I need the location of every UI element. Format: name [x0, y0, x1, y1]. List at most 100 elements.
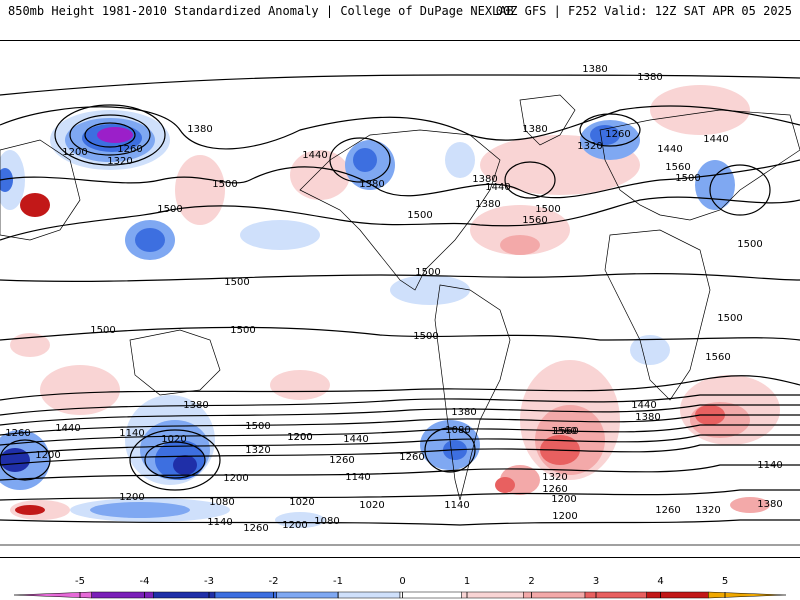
contour-label: 1440 — [302, 150, 327, 161]
closed-low-contour — [329, 137, 391, 183]
contour-label: 1500 — [90, 325, 115, 336]
colorbar-segment — [646, 591, 709, 599]
anomaly-blob — [15, 505, 45, 515]
contour-label: 1500 — [717, 313, 742, 324]
contour-label: 1200 — [552, 511, 577, 522]
contour-label: 1320 — [107, 156, 132, 167]
contour-label: 1140 — [444, 500, 469, 511]
contour-label: 1380 — [582, 64, 607, 75]
closed-low-contour — [504, 161, 556, 199]
contour-label: 1200 — [287, 432, 312, 443]
height-contour — [0, 489, 800, 501]
colorbar-tick-label: 0 — [399, 576, 405, 587]
contour-label: 1380 — [187, 124, 212, 135]
contour-label: 1140 — [207, 517, 232, 528]
colorbar-ticks: -5 -4 -3 -2 -1 0 1 2 3 4 5 — [75, 576, 728, 598]
anomaly-blob — [90, 502, 190, 518]
height-contour — [0, 105, 800, 150]
colorbar-segment — [276, 591, 339, 599]
contour-label: 1320 — [577, 141, 602, 152]
contour-label: 1380 — [475, 199, 500, 210]
contour-label: 1020 — [289, 497, 314, 508]
contour-label: 1500 — [230, 325, 255, 336]
anomaly-blob — [695, 160, 735, 210]
contour-label: 1380 — [183, 400, 208, 411]
contour-label: 1440 — [55, 423, 80, 434]
contour-label: 1440 — [657, 144, 682, 155]
colorbar-segment — [708, 591, 787, 599]
contour-label: 1200 — [551, 494, 576, 505]
height-contour — [0, 326, 800, 341]
anomaly-blob — [0, 448, 30, 472]
contour-label: 1500 — [157, 204, 182, 215]
height-contour — [0, 394, 800, 416]
colorbar-segment — [338, 591, 401, 599]
colorbar-tick-label: 4 — [657, 576, 663, 587]
colorbar-tick-label: 3 — [593, 576, 599, 587]
contour-label: 1560 — [705, 352, 730, 363]
colorbar-segment — [461, 591, 524, 599]
contour-label: 1200 — [223, 473, 248, 484]
height-contour — [0, 375, 800, 401]
closed-low-contour — [0, 439, 51, 481]
colorbar-tick-label: -3 — [204, 576, 214, 587]
contour-label: 1440 — [631, 400, 656, 411]
contour-label: 1440 — [485, 182, 510, 193]
contour-label: 1200 — [35, 450, 60, 461]
colorbar-tick-label: 1 — [464, 576, 470, 587]
contour-label: 1380 — [359, 179, 384, 190]
height-contour — [0, 519, 800, 526]
height-contour — [0, 74, 800, 96]
contour-label: 1320 — [542, 472, 567, 483]
contour-label: 1200 — [62, 147, 87, 158]
model-run-info: 00Z GFS | F252 Valid: 12Z SAT APR 05 202… — [495, 4, 792, 18]
contour-label: 1020 — [161, 434, 186, 445]
contour-label: 1440 — [703, 134, 728, 145]
contour-label: 1080 — [209, 497, 234, 508]
closed-low-contour — [69, 114, 151, 156]
contour-label: 1500 — [415, 267, 440, 278]
anomaly-blob — [40, 365, 120, 415]
colorbar-segment — [214, 591, 277, 599]
anomaly-blob — [270, 370, 330, 400]
contour-label: 1380 — [635, 412, 660, 423]
contour-label: 1260 — [542, 484, 567, 495]
colorbar-tick-label: -1 — [333, 576, 343, 587]
map-title: 850mb Height 1981-2010 Standardized Anom… — [8, 4, 514, 18]
colorbar-segment — [584, 591, 647, 599]
anomaly-blob — [173, 455, 197, 475]
contour-label: 1260 — [655, 505, 680, 516]
height-contours — [0, 74, 800, 526]
colorbar-tick-label: 2 — [528, 576, 534, 587]
colorbar-segments — [13, 591, 787, 599]
colorbar-tick-label: 5 — [722, 576, 728, 587]
contour-label: 1560 — [665, 162, 690, 173]
anomaly-blob — [353, 148, 377, 172]
height-contour — [0, 464, 800, 481]
contour-label: 1380 — [472, 174, 497, 185]
coastlines — [0, 94, 800, 546]
colorbar-tick-label: -5 — [75, 576, 85, 587]
contour-label: 1380 — [637, 72, 662, 83]
contour-label: 1080 — [314, 516, 339, 527]
anomaly-colorbar: -5 -4 -3 -2 -1 0 1 2 3 4 5 — [13, 576, 787, 599]
contour-label: 1380 — [757, 499, 782, 510]
contour-label: 1140 — [757, 460, 782, 471]
anomaly-blob — [275, 512, 325, 528]
height-contour — [0, 159, 800, 199]
contour-label: 1140 — [345, 472, 370, 483]
anomaly-blob — [97, 127, 133, 143]
contour-label: 1260 — [329, 455, 354, 466]
contour-label: 1500 — [245, 421, 270, 432]
contour-label: 1500 — [675, 173, 700, 184]
contour-label: 1500 — [212, 179, 237, 190]
height-contour — [0, 414, 800, 436]
anomaly-blob — [590, 125, 620, 145]
anomaly-blob — [630, 335, 670, 365]
contour-label: 1200 — [287, 432, 312, 443]
contour-label: 1320 — [695, 505, 720, 516]
contour-label: 1500 — [224, 277, 249, 288]
closed-low-contour — [129, 429, 221, 491]
contour-label: 1500 — [407, 210, 432, 221]
